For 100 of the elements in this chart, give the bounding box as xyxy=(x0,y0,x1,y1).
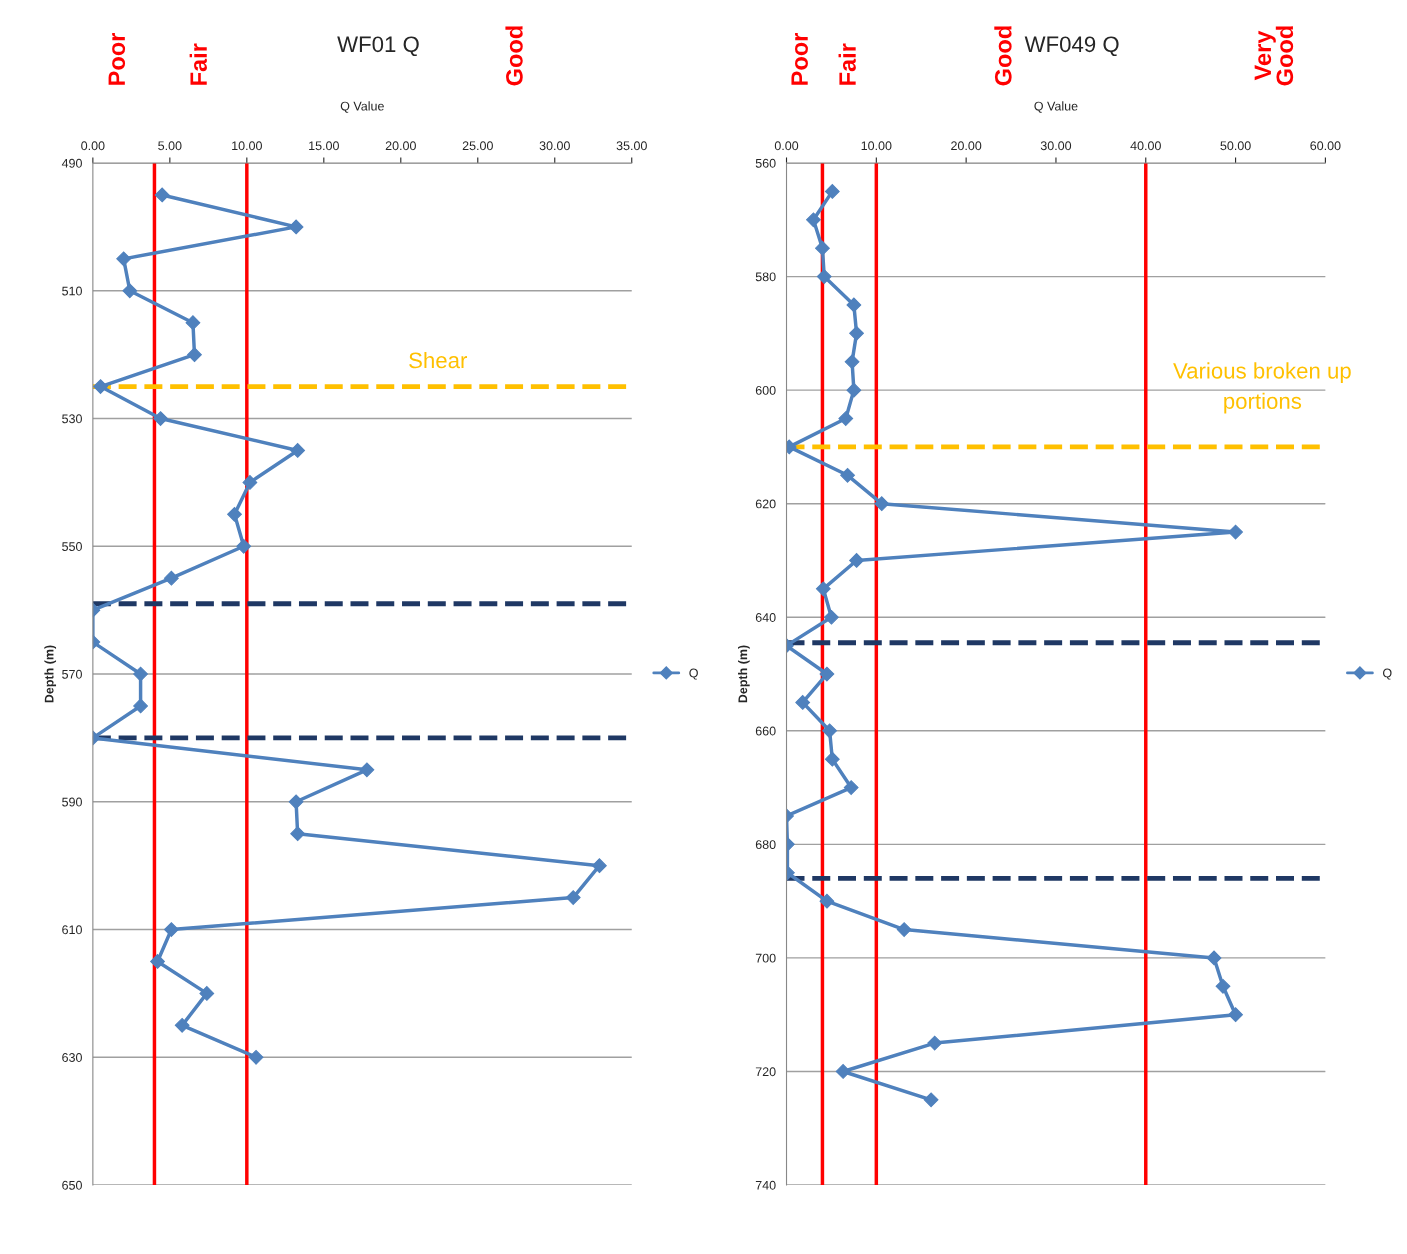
x-tick-label: 20.00 xyxy=(385,141,416,151)
point xyxy=(838,411,854,426)
y-tick-label: 700 xyxy=(755,953,776,963)
point xyxy=(116,251,132,267)
point xyxy=(288,219,304,235)
y-tick-label: 570 xyxy=(62,669,82,679)
annotation: Shear xyxy=(409,351,468,369)
point xyxy=(1228,1007,1243,1023)
y-tick-label: 720 xyxy=(755,1067,776,1077)
point xyxy=(822,723,838,739)
y-tick-label: 660 xyxy=(755,726,776,736)
point xyxy=(290,443,306,458)
point xyxy=(1206,950,1222,966)
point xyxy=(288,794,304,810)
point xyxy=(154,187,170,203)
y-tick-label: 560 xyxy=(755,158,776,168)
point xyxy=(174,1017,190,1033)
x-tick-label: 10.00 xyxy=(861,141,892,151)
x-tick-label: 50.00 xyxy=(1220,141,1251,151)
y-tick-label: 610 xyxy=(62,925,82,935)
point xyxy=(122,283,138,299)
y-tick-label: 620 xyxy=(755,499,776,509)
point xyxy=(844,354,860,370)
x-tick-label: 0.00 xyxy=(774,141,799,151)
text: Poor xyxy=(791,32,808,85)
y-tick-label: 580 xyxy=(755,272,776,282)
point xyxy=(806,212,821,228)
point xyxy=(824,609,839,625)
y-axis-title: Depth (m) xyxy=(44,645,57,703)
point xyxy=(849,553,864,568)
x-tick-label: 35.00 xyxy=(616,141,647,151)
point xyxy=(846,297,862,313)
point xyxy=(927,1035,943,1051)
y-tick-label: 590 xyxy=(62,797,82,807)
legend-label: Q xyxy=(1383,668,1392,680)
y-tick-label: 640 xyxy=(755,613,776,622)
y-tick-label: 630 xyxy=(62,1053,82,1062)
x-tick-label: 40.00 xyxy=(1130,141,1161,151)
point xyxy=(819,893,835,909)
point xyxy=(236,538,252,554)
x-tick-label: 10.00 xyxy=(232,141,262,151)
x-axis-title: Q Value xyxy=(1034,101,1078,113)
text: Good xyxy=(994,26,1012,86)
point xyxy=(290,826,306,842)
point xyxy=(227,506,242,522)
point xyxy=(824,751,840,767)
point xyxy=(1228,524,1243,540)
y-tick-label: 740 xyxy=(755,1180,776,1190)
x-tick-label: 30.00 xyxy=(539,141,570,151)
point xyxy=(824,184,840,199)
x-tick-label: 15.00 xyxy=(309,141,339,151)
point xyxy=(846,382,862,398)
y-tick-label: 490 xyxy=(61,158,82,168)
y-tick-label: 680 xyxy=(755,840,776,850)
y-tick-label: 650 xyxy=(62,1180,82,1190)
point xyxy=(185,315,201,331)
point xyxy=(896,922,912,937)
point xyxy=(815,581,831,597)
text: Very Good xyxy=(1254,26,1294,86)
text: Poor xyxy=(108,32,126,85)
point xyxy=(1215,978,1231,994)
point xyxy=(242,475,258,490)
point xyxy=(819,666,835,682)
point xyxy=(874,496,890,512)
point xyxy=(199,986,215,1001)
legend-label: Q xyxy=(689,668,698,680)
point xyxy=(153,411,168,426)
point xyxy=(565,890,581,905)
point xyxy=(248,1049,264,1065)
x-tick-label: 0.00 xyxy=(81,141,105,151)
y-axis-title: Depth (m) xyxy=(738,645,750,703)
point xyxy=(133,698,148,714)
text: Good xyxy=(505,26,523,86)
point xyxy=(93,379,108,394)
x-tick-label: 30.00 xyxy=(1040,141,1072,151)
point xyxy=(843,780,859,795)
point xyxy=(163,570,179,586)
annotation: Various broken up portions xyxy=(1173,362,1351,414)
point xyxy=(923,1092,939,1108)
point xyxy=(816,269,832,284)
chart-title: WF01 Q xyxy=(337,36,419,57)
point xyxy=(840,467,855,483)
point xyxy=(835,1064,851,1079)
point xyxy=(187,347,202,363)
point xyxy=(359,762,375,778)
point xyxy=(150,954,165,969)
chart-title: WF049 Q xyxy=(1024,36,1119,57)
x-tick-label: 25.00 xyxy=(462,141,493,151)
point xyxy=(163,922,179,937)
y-tick-label: 510 xyxy=(62,286,82,296)
x-tick-label: 20.00 xyxy=(951,141,982,151)
x-tick-label: 60.00 xyxy=(1310,141,1341,151)
point xyxy=(849,325,864,341)
point xyxy=(815,240,830,256)
x-tick-label: 5.00 xyxy=(158,141,182,151)
y-tick-label: 530 xyxy=(62,414,82,424)
point xyxy=(133,666,148,682)
text: Fair xyxy=(838,43,856,85)
y-tick-label: 600 xyxy=(755,385,776,395)
point xyxy=(795,695,811,710)
